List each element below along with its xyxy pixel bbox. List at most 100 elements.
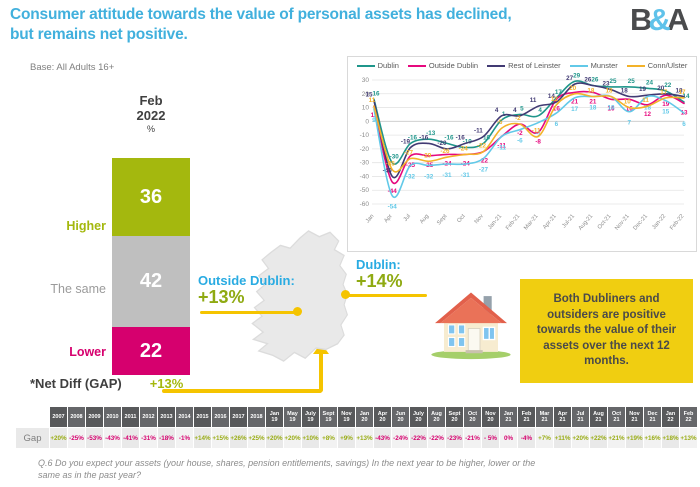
legend-item: Outside Dublin <box>407 61 478 70</box>
gap-table-value-cell: +20% <box>572 428 589 448</box>
legend-label: Munster <box>590 61 618 70</box>
svg-text:20: 20 <box>657 85 665 92</box>
outside-dublin-value: +13% <box>198 286 245 307</box>
svg-text:6: 6 <box>682 121 686 128</box>
gap-table-header-cell: Nov 21 <box>626 407 643 427</box>
svg-text:-11: -11 <box>497 142 506 149</box>
company-logo: B&A <box>630 2 689 38</box>
svg-text:21: 21 <box>589 98 597 105</box>
svg-text:17: 17 <box>555 89 563 96</box>
svg-text:-16: -16 <box>444 134 454 141</box>
svg-text:18: 18 <box>589 105 597 112</box>
svg-text:-24: -24 <box>459 145 469 152</box>
svg-text:22: 22 <box>664 82 672 89</box>
gap-table-value-cell: +13% <box>356 428 373 448</box>
gap-table-header-cell: Oct 21 <box>608 407 625 427</box>
svg-text:4: 4 <box>538 107 542 114</box>
outside-dublin-callout: Outside Dublin: +13% <box>198 274 295 307</box>
svg-text:23: 23 <box>603 81 611 88</box>
title-line-1: Consumer attitude towards the value of p… <box>10 6 512 23</box>
svg-text:-26: -26 <box>440 148 450 155</box>
legend-label: Dublin <box>377 61 399 70</box>
gap-table-header-cell: Jan 21 <box>500 407 517 427</box>
info-box: Both Dubliners and outsiders are positiv… <box>520 279 693 383</box>
svg-text:Mar-21: Mar-21 <box>523 213 539 231</box>
svg-text:15: 15 <box>662 109 670 116</box>
gap-table-header-cell: Apr 20 <box>374 407 391 427</box>
svg-text:-19: -19 <box>401 139 411 146</box>
dublin-dot <box>341 290 350 299</box>
netdiff-connector-line <box>162 389 322 393</box>
gap-table-header-cell: 2008 <box>68 407 85 427</box>
svg-text:-20: -20 <box>437 140 447 147</box>
label-higher: Higher <box>66 218 106 233</box>
gap-table-value-cell: -41% <box>122 428 139 448</box>
svg-text:-20: -20 <box>360 146 370 153</box>
gap-table-value-cell: -53% <box>86 428 103 448</box>
gap-table-header-cell: 2013 <box>158 407 175 427</box>
svg-text:6: 6 <box>555 121 559 128</box>
gap-table-header-cell: 2010 <box>104 407 121 427</box>
gap-table-value-cell: -1% <box>176 428 193 448</box>
svg-text:-60: -60 <box>360 201 370 208</box>
bar-segment-higher: 36 <box>112 158 190 237</box>
svg-text:Jan-21: Jan-21 <box>487 213 503 230</box>
svg-text:-2: -2 <box>517 130 523 137</box>
gap-table-value-cell: -4% <box>518 428 535 448</box>
gap-table-value-cell: -23% <box>446 428 463 448</box>
legend-label: Conn/Ulster <box>647 61 688 70</box>
svg-text:Apr: Apr <box>383 213 393 224</box>
svg-text:27: 27 <box>566 75 574 82</box>
gap-table-value-cell: +20% <box>284 428 301 448</box>
net-diff-label: *Net Diff (GAP) <box>30 376 122 391</box>
svg-text:-16: -16 <box>456 134 466 141</box>
svg-text:4: 4 <box>513 107 517 114</box>
svg-text:25: 25 <box>610 78 618 85</box>
bar-chart-period-header: Feb 2022 % <box>100 93 202 134</box>
gap-table-header-cell: Aug 20 <box>428 407 445 427</box>
page-title: Consumer attitude towards the value of p… <box>10 5 630 45</box>
gap-table-header-cell: Oct 20 <box>464 407 481 427</box>
gap-table-value-cell: - 5% <box>482 428 499 448</box>
gap-table-value-cell: +9% <box>338 428 355 448</box>
svg-text:-31: -31 <box>442 172 452 179</box>
gap-table-value-cell: +13% <box>680 428 697 448</box>
gap-table: 2007 2008 2009 2010 2011 2012 2013 2014 2015 2016… <box>16 407 697 448</box>
svg-text:24: 24 <box>646 79 654 86</box>
svg-text:Oct-21: Oct-21 <box>597 213 613 230</box>
logo-letter-a: A <box>666 2 689 37</box>
svg-text:5: 5 <box>520 105 524 112</box>
logo-letter-b: B <box>630 2 652 37</box>
gap-table-value-cell: +8% <box>320 428 337 448</box>
svg-text:16: 16 <box>553 105 561 112</box>
dublin-label: Dublin: <box>356 257 401 272</box>
gap-table-value-cell: +7% <box>536 428 553 448</box>
svg-text:11: 11 <box>371 112 378 119</box>
gap-table-header-cell: Apr 21 <box>554 407 571 427</box>
legend-item: Munster <box>569 61 618 70</box>
svg-text:Aug: Aug <box>419 213 430 225</box>
gap-table-header-cell: Nov 20 <box>482 407 499 427</box>
svg-text:-35: -35 <box>386 161 396 168</box>
svg-text:11: 11 <box>369 97 376 104</box>
svg-text:16: 16 <box>608 105 616 112</box>
svg-text:21: 21 <box>571 98 579 105</box>
svg-text:19: 19 <box>662 101 670 108</box>
logo-ampersand: & <box>648 2 670 37</box>
gap-table-value-cell: +20% <box>50 428 67 448</box>
gap-table-header-cell: Jan 19 <box>266 407 283 427</box>
svg-text:-22: -22 <box>479 158 489 165</box>
gap-table-header-cell: Sept 20 <box>446 407 463 427</box>
svg-text:-54: -54 <box>388 204 398 211</box>
svg-text:19: 19 <box>639 86 647 93</box>
svg-text:Jan: Jan <box>365 213 376 224</box>
svg-text:Jan-22: Jan-22 <box>651 213 667 230</box>
svg-text:18: 18 <box>644 105 652 112</box>
svg-text:-13: -13 <box>426 130 436 137</box>
svg-text:30: 30 <box>362 77 370 84</box>
svg-text:20: 20 <box>362 91 370 98</box>
gap-table-header-cell: 2015 <box>194 407 211 427</box>
gap-table-value-cell: -22% <box>410 428 427 448</box>
gap-table-value-cell: -31% <box>140 428 157 448</box>
